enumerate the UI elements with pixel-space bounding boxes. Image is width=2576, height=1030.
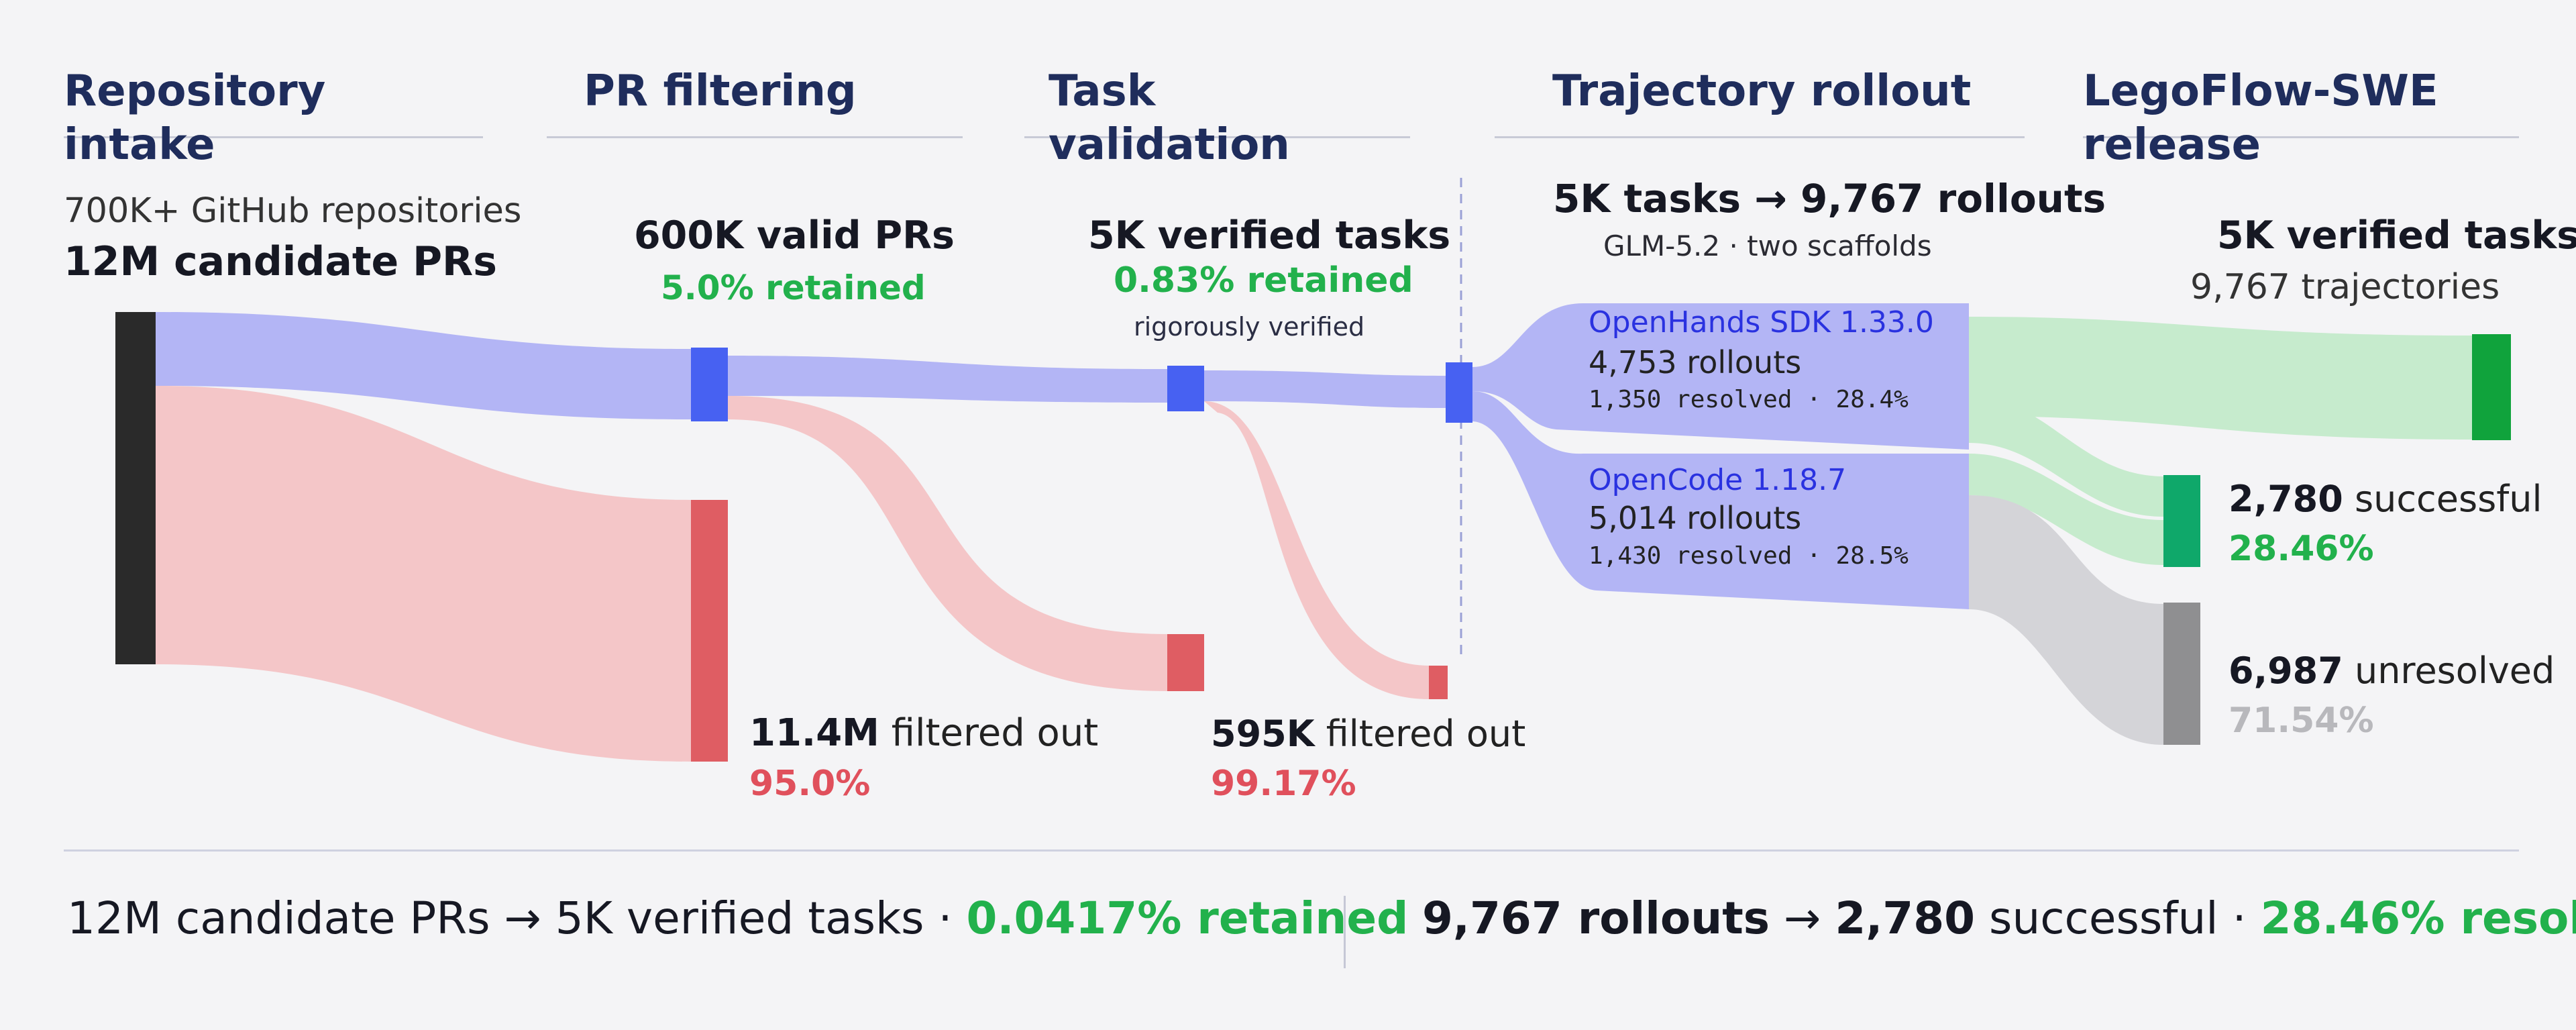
unresolved-label: 6,987 unresolved — [2229, 650, 2555, 692]
node-verified-tasks — [1167, 366, 1204, 411]
task-filtered-label: 595K filtered out — [1211, 713, 1525, 755]
verified-tasks-label: 5K verified tasks — [1088, 213, 1451, 258]
summary-right-pct: 28.46% resolved — [2260, 892, 2576, 944]
successful-pct: 28.46% — [2229, 529, 2374, 569]
openhands-name: OpenHands SDK 1.33.0 — [1589, 305, 1934, 340]
task-filtered-value: 595K — [1211, 713, 1315, 755]
node-unresolved — [2163, 603, 2200, 745]
flow-unresolved — [1969, 495, 2163, 745]
flows — [156, 303, 2472, 762]
opencode-resolved: 1,430 resolved · 28.5% — [1589, 542, 1909, 570]
flow-task-rejected — [1204, 401, 1429, 699]
rigorously-verified-note: rigorously verified — [1134, 312, 1365, 342]
flow-opencode — [1472, 391, 1969, 609]
node-valid-prs — [691, 348, 728, 421]
node-task-rejected — [1429, 666, 1448, 699]
summary-right-arrow: → — [1770, 892, 1835, 944]
pr-filtered-label: 11.4M filtered out — [749, 711, 1098, 755]
valid-prs-label: 600K valid PRs — [634, 213, 955, 258]
node-release-tasks — [2472, 334, 2511, 440]
nodes — [115, 312, 2511, 762]
pr-filtered-value: 11.4M — [749, 711, 879, 755]
release-trajectories-label: 9,767 trajectories — [2190, 267, 2500, 307]
task-filtered-pct: 99.17% — [1211, 764, 1356, 804]
successful-value: 2,780 — [2229, 478, 2343, 520]
summary-divider — [64, 849, 2519, 852]
node-filtered-prs — [691, 500, 728, 762]
intake-repositories-label: 700K+ GitHub repositories — [64, 191, 522, 231]
flow-filtered-prs — [156, 386, 691, 762]
openhands-rollouts: 4,753 rollouts — [1589, 344, 1802, 380]
summary-left-main: 12M candidate PRs → 5K verified tasks — [67, 892, 924, 944]
flow-to-rollout — [1204, 370, 1446, 408]
rollout-subtitle: GLM-5.2 · two scaffolds — [1603, 229, 1932, 262]
summary-right-text: successful — [1975, 892, 2218, 944]
header-legoflow-release: LegoFlow-SWE release — [2083, 64, 2519, 170]
successful-text: successful — [2354, 478, 2542, 520]
summary-right-sep: · — [2218, 892, 2261, 944]
header-repository-intake: Repository intake — [64, 64, 483, 170]
flow-verified-tasks — [728, 356, 1167, 403]
summary-right-rollouts: 9,767 rollouts — [1422, 892, 1770, 944]
header-task-validation: Task validation — [1024, 64, 1410, 170]
node-rollout-split — [1446, 362, 1472, 423]
intake-candidate-prs-label: 12M candidate PRs — [64, 238, 497, 285]
verified-tasks-retained: 0.83% retained — [1114, 260, 1413, 301]
summary-left-pct: 0.0417% retained — [966, 892, 1409, 944]
flow-release-verified — [1969, 317, 2472, 440]
unresolved-text: unresolved — [2354, 650, 2555, 692]
rollout-title: 5K tasks → 9,767 rollouts — [1553, 176, 2106, 221]
flow-openhands-success — [1969, 396, 2163, 517]
summary-right-value: 2,780 — [1835, 892, 1976, 944]
openhands-resolved: 1,350 resolved · 28.4% — [1589, 386, 1909, 413]
node-candidate-prs — [115, 312, 156, 664]
summary-separator — [1344, 896, 1346, 968]
valid-prs-retained: 5.0% retained — [661, 268, 926, 307]
pr-filtered-text: filtered out — [891, 711, 1099, 755]
unresolved-pct: 71.54% — [2229, 701, 2374, 741]
flow-pr-rejected — [728, 396, 1167, 691]
task-filtered-text: filtered out — [1326, 713, 1526, 755]
flow-openhands — [1472, 303, 1969, 450]
header-trajectory-rollout: Trajectory rollout — [1495, 64, 2025, 138]
opencode-name: OpenCode 1.18.7 — [1589, 463, 1847, 497]
flow-valid-prs — [156, 312, 691, 419]
header-pr-filtering: PR filtering — [547, 64, 963, 138]
successful-label: 2,780 successful — [2229, 478, 2542, 520]
summary-right: 9,767 rollouts → 2,780 successful · 28.4… — [1422, 892, 2576, 944]
node-successful — [2163, 475, 2200, 567]
release-tasks-label: 5K verified tasks — [2217, 213, 2576, 258]
node-pr-rejected — [1167, 634, 1204, 691]
summary-left: 12M candidate PRs → 5K verified tasks · … — [67, 892, 1408, 944]
unresolved-value: 6,987 — [2229, 650, 2343, 692]
pr-filtered-pct: 95.0% — [749, 764, 871, 804]
opencode-rollouts: 5,014 rollouts — [1589, 500, 1802, 536]
summary-left-sep: · — [924, 892, 967, 944]
flow-opencode-success — [1969, 454, 2163, 565]
